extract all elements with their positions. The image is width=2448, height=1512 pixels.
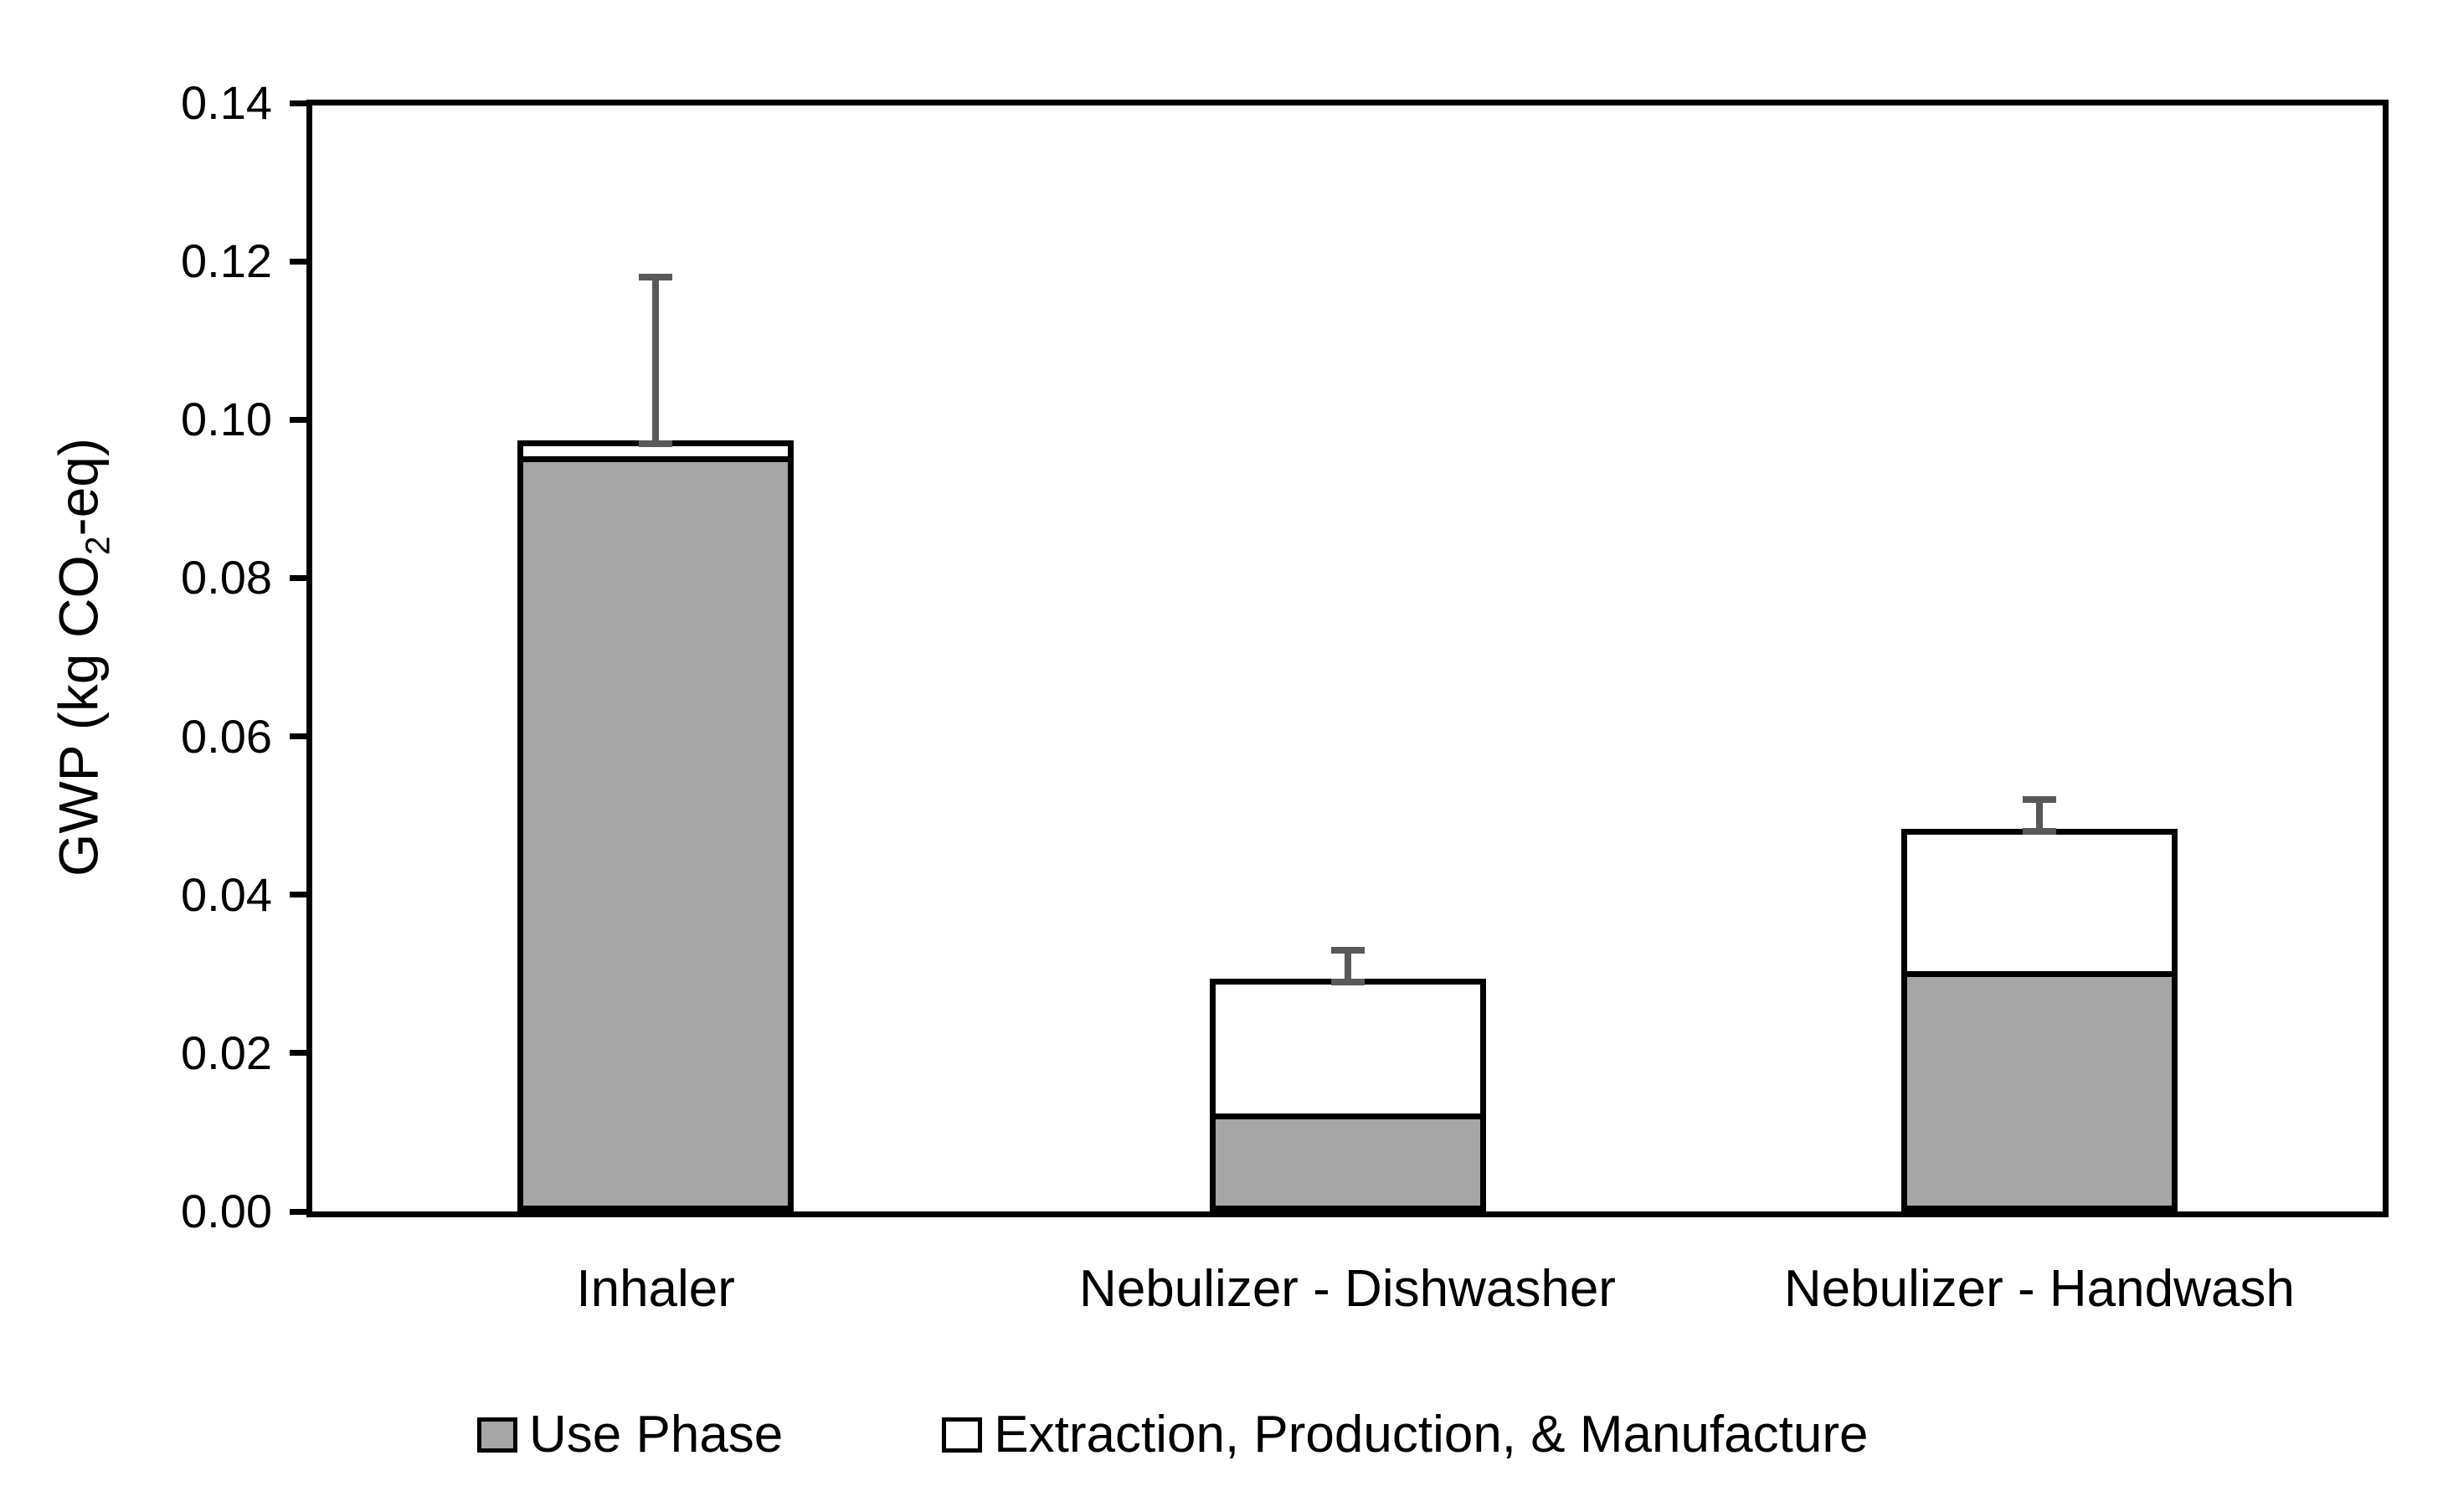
y-tick-label: 0.10	[181, 393, 272, 446]
legend-label: Use Phase	[529, 1406, 784, 1463]
error-bar-cap-bottom	[1330, 978, 1365, 985]
y-axis-tick	[290, 892, 310, 898]
y-axis-tick	[290, 416, 310, 423]
legend: Use Phase Extraction, Production, & Manuf…	[477, 1405, 1868, 1464]
y-tick-label: 0.02	[181, 1026, 272, 1079]
x-category-label: Inhaler	[576, 1260, 735, 1318]
x-category-label: Nebulizer - Handwash	[1783, 1260, 2295, 1318]
legend-swatch-icon	[477, 1417, 517, 1453]
legend-swatch-icon	[942, 1417, 983, 1453]
error-bar-line	[652, 277, 660, 444]
y-axis-tick	[290, 258, 310, 265]
error-bar-cap-bottom	[2022, 828, 2056, 836]
bar-segment-use-phase[interactable]	[1209, 1113, 1486, 1211]
error-bar-cap-bottom	[639, 440, 673, 447]
bar-segment-extraction-production-manufacture[interactable]	[1209, 979, 1486, 1113]
y-tick-label: 0.12	[181, 234, 272, 288]
error-bar-cap-top	[639, 274, 673, 281]
y-tick-label: 0.04	[181, 867, 272, 921]
bar-segment-use-phase[interactable]	[517, 456, 795, 1211]
y-tick-label: 0.08	[181, 551, 272, 604]
legend-item-use-phase[interactable]: Use Phase	[477, 1405, 783, 1464]
legend-item-extraction-production-manufacture[interactable]: Extraction, Production, & Manufacture	[942, 1405, 1868, 1464]
y-axis-title-post: -eq)	[47, 438, 110, 537]
error-bar-cap-top	[2022, 796, 2056, 804]
y-axis-tick	[290, 100, 310, 106]
error-bar-cap-top	[1330, 946, 1365, 954]
y-axis-tick	[290, 733, 310, 740]
legend-label: Extraction, Production, & Manufacture	[994, 1406, 1869, 1463]
y-axis-title: GWP (kg CO2-eq)	[46, 438, 117, 877]
bar-segment-extraction-production-manufacture[interactable]	[1900, 828, 2178, 971]
y-axis-tick	[290, 1208, 310, 1215]
bar-segment-use-phase[interactable]	[1900, 970, 2178, 1211]
error-bar-line	[2035, 800, 2043, 832]
y-tick-label: 0.00	[181, 1185, 272, 1237]
y-tick-label: 0.14	[181, 76, 272, 129]
y-axis-tick	[290, 1050, 310, 1057]
y-axis-tick	[290, 574, 310, 581]
x-category-label: Nebulizer - Dishwasher	[1079, 1260, 1616, 1318]
error-bar-line	[1344, 949, 1351, 982]
y-tick-label: 0.06	[181, 709, 272, 763]
